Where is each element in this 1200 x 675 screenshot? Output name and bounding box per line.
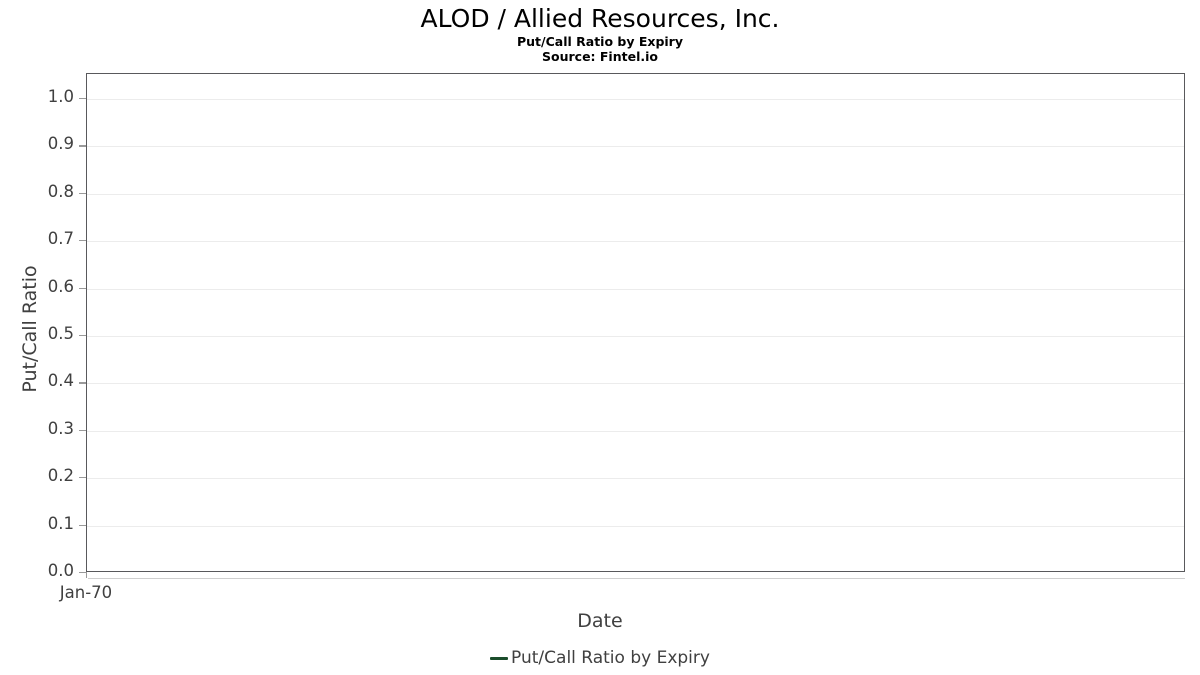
- y-tick-label: 0.7: [47, 229, 74, 249]
- y-tick-label: 1.0: [47, 87, 74, 106]
- gridlines: [87, 74, 1184, 571]
- y-tick-mark: [79, 477, 86, 479]
- y-tick-mark: [79, 335, 86, 337]
- x-axis-label: Date: [577, 610, 623, 632]
- x-tick-label: Jan-70: [59, 583, 113, 602]
- chart-legend: Put/Call Ratio by Expiry: [0, 648, 1200, 668]
- gridline: [87, 383, 1184, 385]
- y-tick-mark: [79, 98, 86, 100]
- gridline: [87, 241, 1184, 243]
- gridline: [87, 430, 1184, 432]
- y-tick-mark: [79, 192, 86, 194]
- chart-source: Source: Fintel.io: [542, 49, 658, 64]
- y-tick-mark: [79, 572, 86, 574]
- gridline: [87, 146, 1184, 148]
- legend-item[interactable]: Put/Call Ratio by Expiry: [490, 648, 710, 668]
- y-tick-mark: [79, 240, 86, 242]
- y-tick-label: 0.6: [47, 276, 74, 296]
- chart-subtitle: Put/Call Ratio by Expiry: [517, 34, 683, 49]
- gridline: [87, 525, 1184, 527]
- x-tick-mark: [86, 572, 88, 578]
- gridline: [87, 478, 1184, 480]
- y-tick-label: 0.8: [47, 181, 74, 201]
- gridline: [87, 288, 1184, 290]
- y-tick-mark: [79, 287, 86, 289]
- y-tick-label: 0.4: [47, 371, 74, 391]
- plot-area: [86, 73, 1185, 572]
- secondary-axis-line: [88, 578, 1185, 579]
- gridline: [87, 336, 1184, 337]
- gridline: [87, 193, 1184, 195]
- y-tick-mark: [79, 382, 86, 384]
- y-tick-label: 0.5: [47, 324, 74, 343]
- chart-title: ALOD / Allied Resources, Inc.: [420, 4, 780, 33]
- y-tick-label: 0.9: [47, 134, 74, 154]
- y-axis-ticks: 0.0 0.1 0.2 0.3 0.4 0.5 0.6 0.7 0.8 0.9 1.0: [0, 0, 86, 675]
- y-tick-label: 0.0: [47, 561, 74, 580]
- gridline: [87, 99, 1184, 100]
- y-tick-mark: [79, 429, 86, 431]
- y-axis-label: Put/Call Ratio: [19, 265, 41, 393]
- title-block: ALOD / Allied Resources, Inc. Put/Call R…: [0, 4, 1200, 64]
- y-tick-mark: [79, 524, 86, 526]
- y-tick-mark: [79, 145, 86, 147]
- y-tick-label: 0.1: [47, 513, 74, 533]
- legend-line-icon: [490, 656, 509, 660]
- y-tick-label: 0.2: [47, 466, 74, 486]
- legend-label: Put/Call Ratio by Expiry: [511, 648, 710, 668]
- y-tick-label: 0.3: [47, 418, 74, 438]
